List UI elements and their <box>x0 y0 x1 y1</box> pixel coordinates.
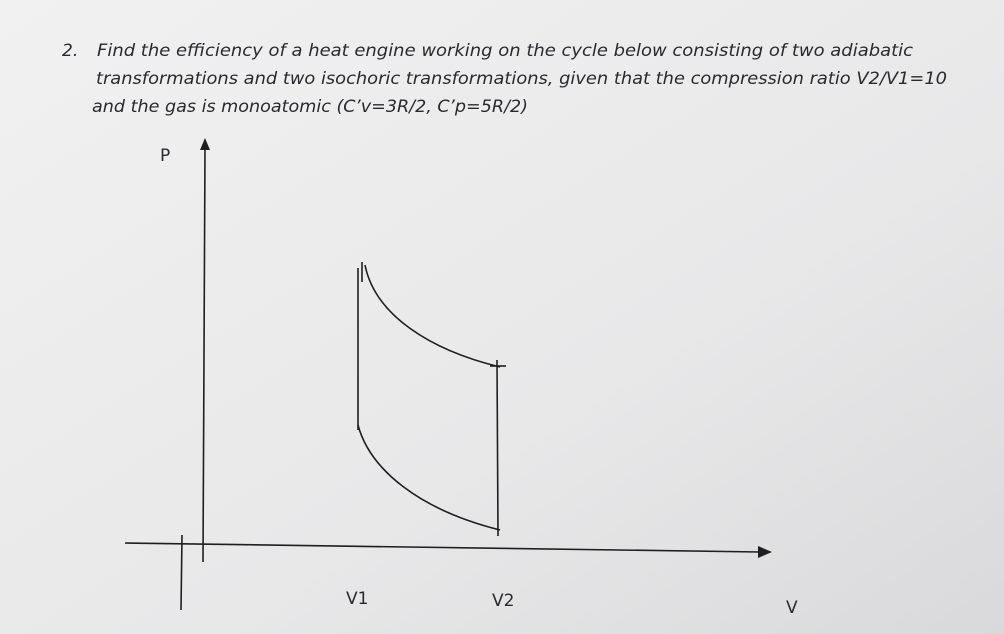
problem-line: Find the efficiency of a heat engine wor… <box>97 41 914 61</box>
axis-stub <box>180 534 183 611</box>
problem-line: transformations and two isochoric transf… <box>96 69 947 89</box>
problem-number: 2. <box>62 41 78 61</box>
isochore-v2 <box>496 359 499 537</box>
adiabat-upper <box>364 264 501 368</box>
problem-line: and the gas is monoatomic (C’v=3R/2, C’p… <box>92 97 528 117</box>
p-label: P <box>160 146 170 166</box>
v-label: V <box>786 598 798 618</box>
x-arrow <box>758 546 772 558</box>
v2-label: V2 <box>492 591 514 611</box>
v1-label: V1 <box>346 589 368 609</box>
x-axis <box>124 542 761 553</box>
adiabat-lower <box>357 424 501 531</box>
pv-diagram <box>124 138 772 611</box>
y-axis <box>202 147 206 563</box>
y-arrow <box>200 138 210 150</box>
